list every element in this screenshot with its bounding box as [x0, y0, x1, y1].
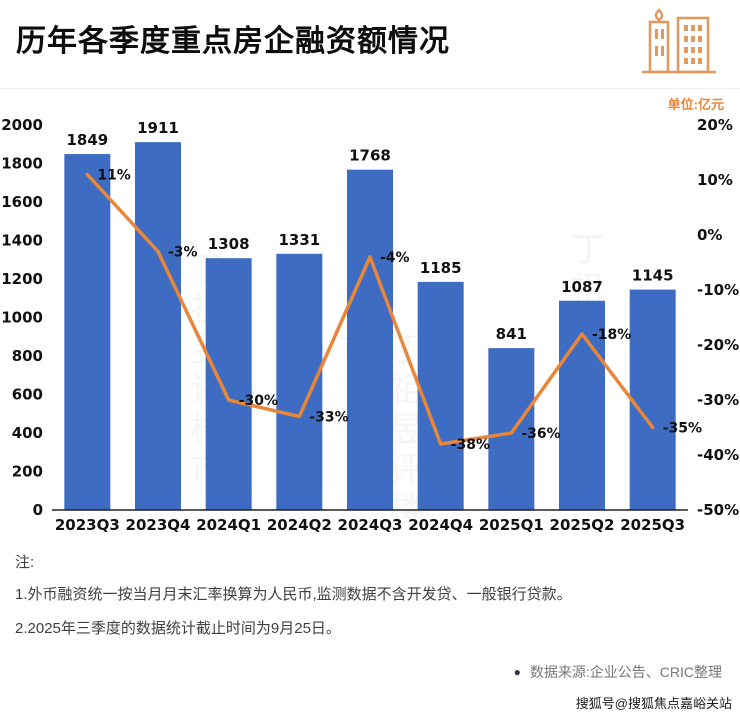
pct-label: -36% — [521, 426, 560, 442]
bar-value-label: 1087 — [561, 278, 603, 296]
right-axis-tick: -10% — [697, 281, 739, 299]
bar-value-label: 841 — [496, 325, 527, 343]
note-line-2: 2.2025年三季度的数据统计截止时间为9月25日。 — [15, 620, 341, 637]
bar-2024Q3 — [347, 169, 393, 510]
right-axis-tick: -20% — [697, 336, 739, 354]
x-axis-label: 2024Q4 — [408, 516, 473, 534]
x-axis-label: 2024Q1 — [196, 516, 261, 534]
right-axis-tick: 10% — [697, 171, 733, 189]
left-axis-tick: 2000 — [1, 116, 43, 134]
right-axis-tick: 0% — [697, 226, 722, 244]
x-axis-label: 2025Q2 — [550, 516, 615, 534]
right-axis-tick: -50% — [697, 501, 739, 519]
bar-value-label: 1185 — [420, 259, 462, 277]
bar-2024Q1 — [205, 258, 252, 510]
header-divider — [0, 88, 740, 89]
x-axis-label: 2024Q3 — [338, 516, 403, 534]
chart-area: 丁祖昱评楼市 丁祖昱评楼市 丁祖昱评楼市 0200400600800100012… — [0, 111, 740, 547]
bar-2024Q4 — [417, 281, 464, 510]
left-axis-tick: 200 — [12, 463, 43, 481]
bar-2023Q3 — [64, 154, 111, 510]
data-source: ● 数据来源:企业公告、CRIC整理 — [514, 662, 722, 682]
notes-label: 注: — [15, 554, 35, 571]
right-axis-tick: -40% — [697, 446, 739, 464]
x-axis-label: 2025Q3 — [620, 516, 685, 534]
source-bullet-icon: ● — [513, 665, 521, 679]
note-line-1: 1.外币融资统一按当月月末汇率换算为人民币,监测数据不含开发贷、一般银行贷款。 — [15, 586, 572, 603]
unit-label: 单位:亿元 — [667, 97, 724, 112]
x-axis-label: 2023Q4 — [126, 516, 191, 534]
left-axis-tick: 600 — [12, 386, 43, 404]
bar-value-label: 1331 — [278, 231, 320, 249]
left-axis-tick: 1400 — [1, 232, 43, 250]
pct-label: -38% — [451, 437, 490, 453]
sohu-watermark: 搜狐号@搜狐焦点嘉峪关站 — [575, 696, 732, 711]
page-title: 历年各季度重点房企融资额情况 — [16, 25, 450, 58]
pct-label: -33% — [309, 410, 348, 426]
x-axis-label: 2025Q1 — [479, 516, 544, 534]
source-text: 数据来源:企业公告、CRIC整理 — [529, 664, 722, 680]
left-axis-tick: 1000 — [1, 309, 43, 327]
x-axis-label: 2023Q3 — [55, 516, 120, 534]
pct-label: -4% — [380, 250, 410, 266]
trend-line — [85, 172, 655, 446]
pct-label: -30% — [239, 393, 278, 409]
pct-label: -35% — [663, 421, 702, 437]
right-axis-tick: -30% — [697, 391, 739, 409]
notes-block: 注: 1.外币融资统一按当月月末汇率换算为人民币,监测数据不含开发贷、一般银行贷… — [15, 548, 727, 646]
bar-2025Q3 — [629, 289, 676, 510]
pct-label: -18% — [592, 327, 631, 343]
left-axis-tick: 400 — [12, 424, 43, 442]
pct-label: 11% — [97, 168, 131, 184]
pct-label: -3% — [168, 245, 198, 261]
left-axis-tick: 1600 — [1, 193, 43, 211]
bar-value-label: 1768 — [349, 147, 391, 165]
bar-value-label: 1849 — [66, 131, 108, 149]
left-axis-tick: 0 — [33, 501, 43, 519]
buildings-icon — [642, 8, 716, 74]
x-axis-label: 2024Q2 — [267, 516, 332, 534]
bar-2025Q1 — [488, 348, 535, 510]
bar-value-label: 1911 — [137, 119, 179, 137]
right-axis-tick: 20% — [697, 116, 733, 134]
bar-value-label: 1308 — [208, 235, 250, 253]
bar-value-label: 1145 — [632, 267, 674, 285]
left-axis-tick: 1800 — [1, 155, 43, 173]
bar-2023Q4 — [135, 142, 181, 510]
left-axis-tick: 800 — [12, 347, 43, 365]
combo-chart: 0 200 400 600 800 1000 1200 1400 1600 1800 2000 -50… — [1, 116, 739, 534]
left-axis-tick: 1200 — [1, 270, 43, 288]
